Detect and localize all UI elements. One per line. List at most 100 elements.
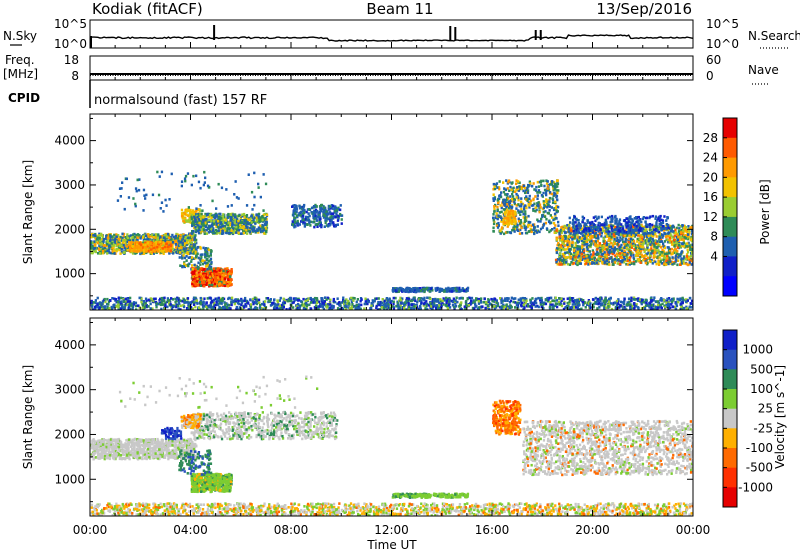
power-cell — [98, 248, 100, 251]
power-cell — [690, 302, 692, 305]
power-cell — [191, 225, 193, 228]
power-cell — [211, 273, 213, 276]
power-cell — [228, 222, 230, 225]
power-cell — [227, 227, 229, 230]
power-cell — [296, 214, 298, 217]
power-cell — [432, 303, 434, 306]
power-cell — [266, 221, 268, 224]
power-cell — [203, 269, 205, 272]
power-cell — [231, 268, 233, 271]
power-cell — [648, 306, 650, 309]
power-cell — [164, 246, 166, 249]
power-cell — [135, 302, 137, 305]
power-cell — [629, 307, 631, 310]
power-cell — [180, 241, 182, 244]
power-cell — [97, 242, 99, 245]
power-cell — [121, 305, 123, 308]
power-cell — [266, 214, 268, 217]
power-cell — [403, 289, 405, 292]
power-cell — [145, 250, 147, 253]
power-cell — [188, 220, 190, 223]
power-cell — [216, 223, 218, 226]
power-cell — [243, 213, 245, 216]
power-cell — [209, 214, 211, 217]
power-cell — [141, 303, 143, 306]
power-cell — [156, 239, 158, 242]
power-cell — [323, 206, 325, 209]
power-cell — [273, 298, 275, 301]
power-cell — [249, 227, 251, 230]
power-cell — [184, 257, 186, 260]
power-cell — [487, 298, 489, 301]
power-cell — [558, 297, 560, 300]
power-cell — [607, 305, 609, 308]
power-cell — [458, 290, 460, 293]
power-cell — [203, 228, 205, 231]
power-cell — [156, 246, 158, 249]
power-cell — [193, 301, 195, 304]
power-cell — [231, 301, 233, 304]
power-cell — [202, 247, 204, 250]
power-cell — [222, 270, 224, 273]
power-cell — [279, 305, 281, 308]
power-cell — [109, 240, 111, 243]
power-cell — [197, 262, 199, 265]
power-cell — [163, 300, 165, 303]
power-cell — [378, 304, 380, 307]
power-cell — [129, 249, 131, 252]
power-cell — [614, 302, 616, 305]
power-cell — [623, 298, 625, 301]
power-cell — [669, 307, 671, 310]
power-cell — [183, 306, 185, 309]
power-cell — [120, 244, 122, 247]
power-cell — [221, 277, 223, 280]
power-cell — [511, 306, 513, 309]
power-cell — [569, 299, 571, 302]
power-cell — [140, 244, 142, 247]
power-cell — [123, 251, 125, 254]
power-cell — [187, 253, 189, 256]
power-cell — [561, 305, 563, 308]
power-cell — [199, 269, 201, 272]
power-cell — [202, 220, 204, 223]
power-cell — [484, 298, 486, 301]
power-cell — [474, 300, 476, 303]
power-cell — [372, 299, 374, 302]
power-cell — [201, 277, 203, 280]
power-cell — [145, 235, 147, 238]
power-cell — [109, 252, 111, 255]
power-cell — [626, 304, 628, 307]
power-cell — [179, 234, 181, 237]
power-cell — [228, 232, 230, 235]
power-cell — [164, 239, 166, 242]
power-cell — [185, 219, 187, 222]
power-cell — [195, 239, 197, 242]
power-cell — [198, 232, 200, 235]
power-cell — [551, 300, 553, 303]
power-cell — [689, 306, 691, 309]
freq-tick-high: 18 — [64, 53, 79, 67]
power-cell — [414, 287, 416, 290]
power-cell — [397, 304, 399, 307]
power-cell — [324, 225, 326, 228]
power-cell — [237, 302, 239, 305]
power-cell — [323, 213, 325, 216]
power-cell — [104, 298, 106, 301]
power-cell — [204, 261, 206, 264]
power-cell — [313, 226, 315, 229]
power-cell — [211, 300, 213, 303]
power-cell — [155, 306, 157, 309]
power-cell — [170, 297, 172, 300]
power-cell — [181, 209, 183, 212]
power-cell — [312, 217, 314, 220]
power-cell — [256, 228, 258, 231]
power-cell — [147, 305, 149, 308]
power-cell — [267, 297, 269, 300]
power-cell — [310, 297, 312, 300]
power-cell — [538, 306, 540, 309]
power-cell — [212, 229, 214, 232]
power-cell — [208, 279, 210, 282]
nave-label: Nave — [748, 63, 779, 77]
power-cell — [214, 273, 216, 276]
power-cell — [585, 306, 587, 309]
